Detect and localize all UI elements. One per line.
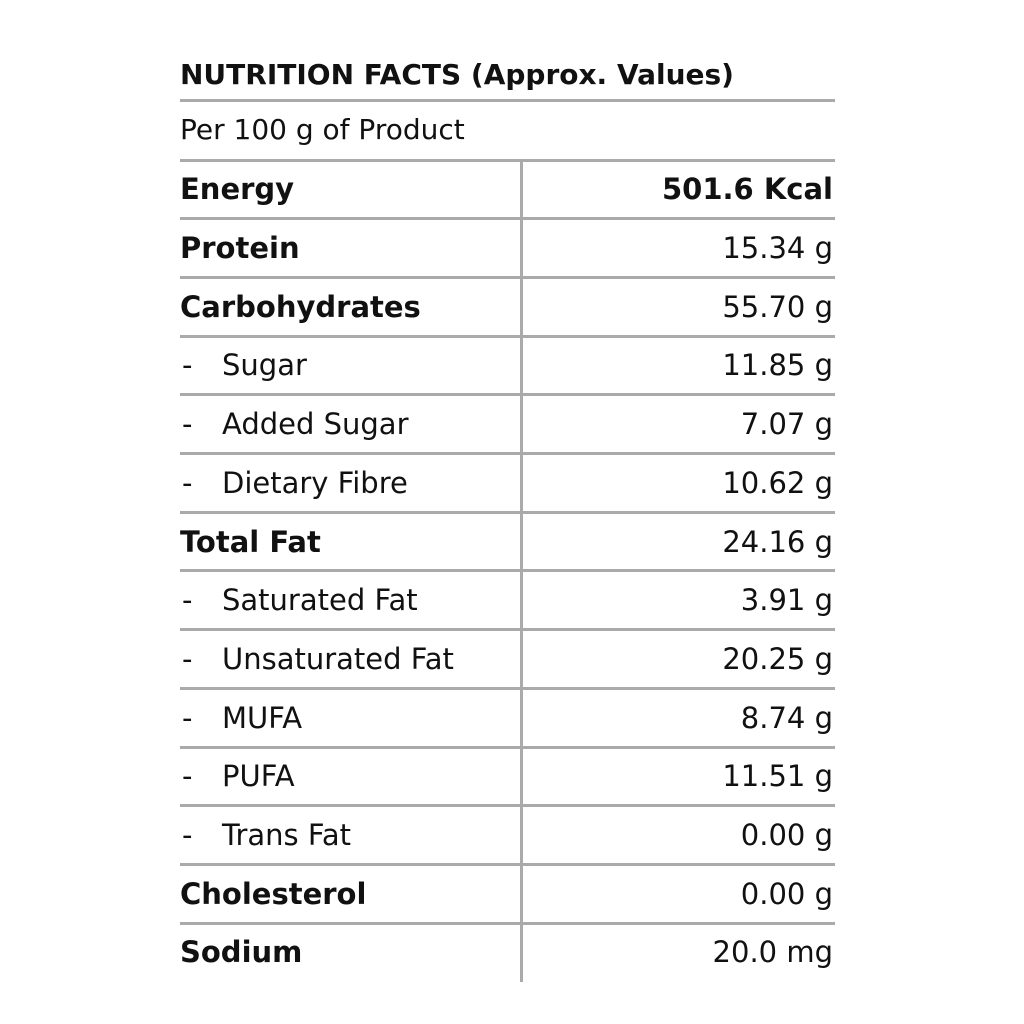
row-label: Cholesterol [180, 876, 367, 911]
row-value: 501.6 Kcal [662, 172, 833, 207]
row-label: Carbohydrates [180, 289, 421, 324]
row-label: Sugar [222, 348, 307, 383]
row-value: 55.70 g [722, 289, 833, 324]
subtitle: Per 100 g of Product [180, 113, 465, 146]
row-marker: - [182, 348, 193, 383]
row-marker: - [182, 465, 193, 500]
row-divider [180, 804, 835, 808]
row-divider [180, 862, 835, 866]
row-label: Total Fat [180, 524, 321, 559]
row-divider [180, 452, 835, 455]
row-label: Protein [180, 231, 300, 266]
row-label: Energy [180, 172, 295, 207]
row-marker: - [182, 700, 193, 735]
row-value: 20.25 g [722, 641, 833, 676]
row-value: 7.07 g [740, 407, 833, 442]
row-label: Sodium [180, 935, 303, 970]
row-value: 11.85 g [722, 348, 833, 383]
row-value: 11.51 g [722, 759, 833, 794]
title: NUTRITION FACTS (Approx. Values) [180, 58, 734, 91]
row-divider [180, 334, 835, 338]
row-value: 24.16 g [722, 524, 833, 559]
row-divider [180, 275, 835, 279]
row-divider [180, 628, 835, 632]
row-label: Added Sugar [222, 407, 409, 442]
row-value: 0.00 g [740, 876, 833, 911]
divider [180, 159, 835, 162]
row-label: PUFA [222, 759, 295, 794]
row-marker: - [182, 818, 193, 853]
row-label: Trans Fat [222, 818, 352, 853]
row-label: Dietary Fibre [222, 465, 408, 500]
row-label: Saturated Fat [222, 583, 418, 618]
row-value: 20.0 mg [712, 935, 833, 970]
row-divider [180, 510, 835, 514]
row-label: Unsaturated Fat [222, 641, 454, 676]
row-value: 10.62 g [722, 465, 833, 500]
row-marker: - [182, 759, 193, 794]
divider [180, 99, 835, 102]
row-divider [180, 569, 835, 573]
row-divider [180, 217, 835, 221]
row-marker: - [182, 641, 193, 676]
row-value: 8.74 g [740, 700, 833, 735]
row-divider [180, 921, 835, 925]
row-value: 15.34 g [722, 231, 833, 266]
row-value: 3.91 g [740, 583, 833, 618]
row-marker: - [182, 583, 193, 618]
row-label: MUFA [222, 700, 303, 735]
row-divider [180, 745, 835, 749]
row-marker: - [182, 407, 193, 442]
row-divider [180, 686, 835, 690]
row-divider [180, 393, 835, 397]
row-value: 0.00 g [740, 818, 833, 853]
